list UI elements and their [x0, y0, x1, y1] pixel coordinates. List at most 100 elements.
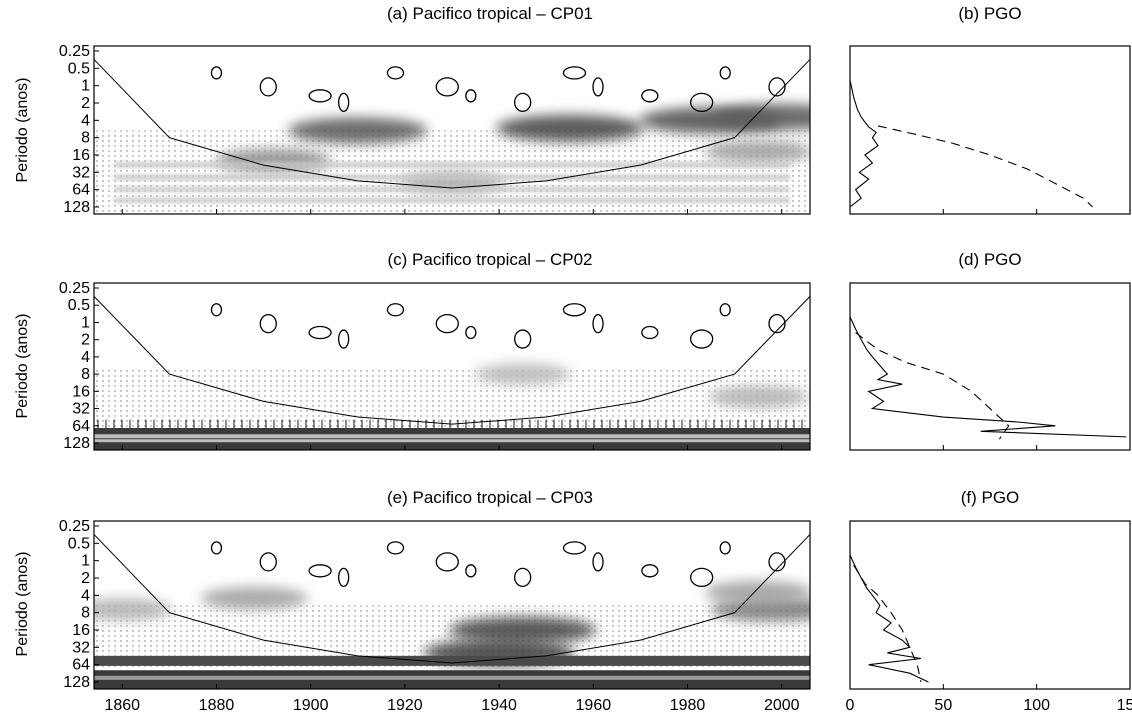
- y-tick-label: 1: [81, 78, 90, 95]
- power-band: [94, 439, 810, 443]
- cone-of-influence: [94, 59, 810, 189]
- panel-f-title: (f) PGO: [961, 488, 1020, 507]
- y-tick-label: 128: [63, 674, 90, 691]
- panel-e: (e) Pacifico tropical – CP03 Periodo (an…: [14, 488, 811, 714]
- y-tick-label: 16: [72, 147, 90, 164]
- y-tick-label: 8: [81, 605, 90, 622]
- panel-c-ylabel: Periodo (anos): [14, 314, 31, 419]
- plot-content: [850, 316, 1127, 440]
- significance-contour: [338, 329, 350, 349]
- significance-contour: [435, 314, 459, 334]
- y-tick-label: 8: [81, 130, 90, 147]
- y-tick-label: 0.5: [68, 297, 90, 314]
- significance-contour: [562, 66, 587, 80]
- x-tick-label: 1940: [481, 697, 517, 714]
- power-blob: [200, 586, 309, 610]
- significance-contour: [562, 541, 587, 555]
- panel-f: (f) PGO 0 50 100 150: [846, 488, 1132, 714]
- panel-c-title: (c) Pacifico tropical – CP02: [387, 250, 592, 269]
- significance-contour: [308, 325, 332, 340]
- power-band: [114, 197, 790, 203]
- power-band: [114, 162, 790, 168]
- power-blob: [448, 616, 597, 644]
- panel-d-title: (d) PGO: [958, 250, 1021, 269]
- y-tick-label: 128: [63, 435, 90, 452]
- significance-line: [877, 125, 1094, 208]
- significance-contour: [259, 77, 277, 97]
- significance-contour: [690, 92, 714, 113]
- significance-contour: [210, 66, 223, 80]
- panel-f-plot: 0 50 100 150: [846, 520, 1132, 714]
- power-blob: [708, 385, 809, 408]
- significance-contour: [641, 564, 659, 578]
- x-tick-label: 1900: [293, 697, 329, 714]
- significance-contour: [465, 89, 477, 103]
- power-blob: [287, 117, 428, 144]
- significance-contour: [514, 329, 532, 349]
- x-tick-label: 0: [846, 697, 855, 714]
- significance-contour: [386, 66, 405, 80]
- y-tick-label: 4: [81, 349, 90, 366]
- significance-contour: [435, 552, 459, 572]
- y-tick-label: 32: [72, 164, 90, 181]
- x-tick-label: 2000: [764, 697, 800, 714]
- significance-contour: [592, 314, 604, 334]
- significance-contour: [465, 325, 477, 340]
- panel-b-title: (b) PGO: [958, 4, 1021, 23]
- significance-contour: [465, 564, 477, 578]
- significance-contour: [719, 541, 731, 555]
- power-blob: [94, 598, 173, 621]
- plot-frame: [849, 45, 1131, 215]
- x-tick-label: 1920: [387, 697, 423, 714]
- power-band: [94, 428, 810, 450]
- panel-e-title: (e) Pacifico tropical – CP03: [387, 488, 593, 507]
- plot-content: [94, 59, 810, 214]
- power-blob: [710, 597, 810, 622]
- significance-contour: [308, 564, 332, 578]
- power-band: [94, 675, 810, 680]
- significance-contour: [592, 552, 604, 572]
- cone-of-influence: [94, 296, 810, 425]
- panel-a-ylabel: Periodo (anos): [14, 78, 31, 183]
- plot-content: [94, 534, 810, 689]
- panel-b-plot: [849, 45, 1131, 215]
- x-tick-label: 1880: [199, 697, 235, 714]
- y-tick-label: 32: [72, 401, 90, 418]
- significance-contour: [210, 303, 223, 317]
- significance-contour: [514, 567, 532, 588]
- y-tick-label: 2: [81, 570, 90, 587]
- y-tick-label: 1: [81, 553, 90, 570]
- y-tick-label: 2: [81, 95, 90, 112]
- plot-content: [94, 296, 810, 450]
- significance-contour: [338, 567, 350, 588]
- significance-contour: [386, 303, 405, 317]
- significance-contour: [592, 77, 604, 97]
- y-tick-label: 16: [72, 622, 90, 639]
- global-spectrum-line: [850, 316, 1127, 438]
- significance-contour: [719, 303, 731, 317]
- panel-c: (c) Pacifico tropical – CP02 Periodo (an…: [14, 250, 811, 452]
- panel-d-plot: [849, 282, 1131, 451]
- y-tick-label: 16: [72, 383, 90, 400]
- y-tick-label: 4: [81, 112, 90, 129]
- x-tick-label: 1860: [104, 697, 140, 714]
- plot-frame: [849, 282, 1131, 451]
- y-tick-label: 0.25: [59, 518, 90, 535]
- y-tick-label: 4: [81, 587, 90, 604]
- significance-contour: [768, 77, 786, 97]
- significance-contour: [514, 92, 532, 113]
- significance-contour: [641, 325, 659, 340]
- power-band: [94, 434, 810, 439]
- x-tick-label: 150: [1117, 697, 1132, 714]
- significance-contour: [338, 92, 350, 113]
- plot-content: [850, 554, 929, 683]
- x-tick-label: 100: [1023, 697, 1050, 714]
- plot-content: [850, 79, 1094, 208]
- x-tick-label: 50: [934, 697, 952, 714]
- significance-contour: [719, 66, 731, 80]
- y-tick-label: 2: [81, 332, 90, 349]
